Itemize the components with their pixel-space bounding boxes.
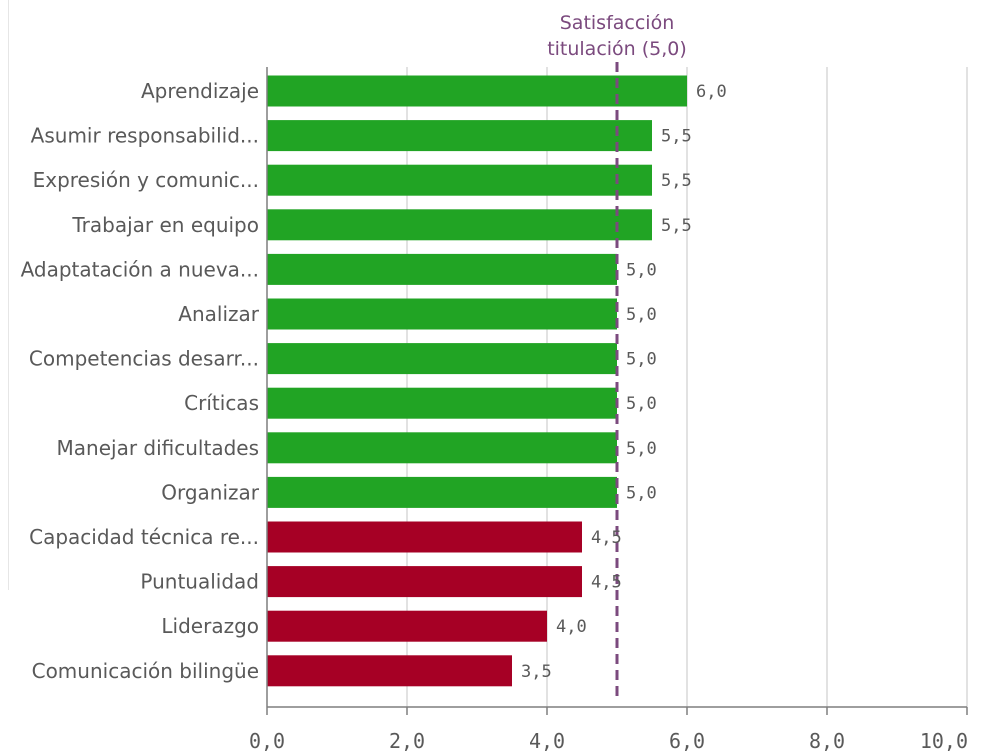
category-label: Aprendizaje <box>141 79 259 103</box>
category-label: Comunicación bilingüe <box>32 659 259 683</box>
category-label: Manejar dificultades <box>57 436 259 460</box>
x-tick-label: 2,0 <box>389 729 425 753</box>
value-label: 5,0 <box>626 350 657 370</box>
reference-line-group: Satisfacción titulación (5,0) <box>547 12 687 697</box>
x-axis: 0,0 2,0 4,0 6,0 8,0 10,0 <box>249 67 968 753</box>
category-label: Puntualidad <box>140 570 259 594</box>
value-label: 5,0 <box>626 439 657 459</box>
value-label: 5,5 <box>661 171 692 191</box>
value-label: 4,5 <box>591 528 622 548</box>
category-label: Trabajar en equipo <box>71 213 259 237</box>
x-tick-label: 8,0 <box>809 729 845 753</box>
category-label: Organizar <box>161 480 260 504</box>
bar <box>267 432 617 464</box>
bars <box>267 75 687 687</box>
gridlines <box>406 67 968 707</box>
bar <box>267 476 617 508</box>
x-tick-label: 10,0 <box>920 729 968 753</box>
value-label: 5,0 <box>626 260 657 280</box>
value-label: 4,0 <box>556 617 587 637</box>
reference-line-label: Satisfacción <box>560 12 675 34</box>
bar <box>267 164 652 196</box>
bar <box>267 387 617 419</box>
value-label: 5,0 <box>626 483 657 503</box>
bar <box>267 566 582 598</box>
labels: Aprendizaje 6,0 Asumir responsabilid... 5,5… <box>21 79 727 683</box>
value-label: 6,0 <box>696 82 727 102</box>
category-label: Expresión y comunic... <box>33 168 259 192</box>
bar <box>267 521 582 553</box>
x-tick-label: 4,0 <box>529 729 565 753</box>
bar <box>267 610 547 642</box>
bar <box>267 298 617 330</box>
bar <box>267 75 687 107</box>
value-label: 5,0 <box>626 305 657 325</box>
category-label: Competencias desarr... <box>29 347 259 371</box>
bar <box>267 655 512 687</box>
bar <box>267 343 617 375</box>
x-tick-label: 6,0 <box>669 729 705 753</box>
reference-line-label: titulación (5,0) <box>547 38 687 60</box>
category-label: Asumir responsabilid... <box>31 124 259 148</box>
value-label: 4,5 <box>591 573 622 593</box>
category-label: Adaptatación a nueva... <box>21 257 259 281</box>
left-panel-edge <box>0 0 9 590</box>
category-label: Capacidad técnica re... <box>29 525 259 549</box>
bar <box>267 120 652 152</box>
category-label: Críticas <box>184 391 259 415</box>
bar <box>267 209 652 241</box>
value-label: 5,5 <box>661 216 692 236</box>
value-label: 3,5 <box>521 662 552 682</box>
value-label: 5,5 <box>661 127 692 147</box>
value-label: 5,0 <box>626 394 657 414</box>
x-tick-label: 0,0 <box>249 729 285 753</box>
bar <box>267 253 617 285</box>
category-label: Liderazgo <box>161 614 259 638</box>
category-label: Analizar <box>178 302 259 326</box>
